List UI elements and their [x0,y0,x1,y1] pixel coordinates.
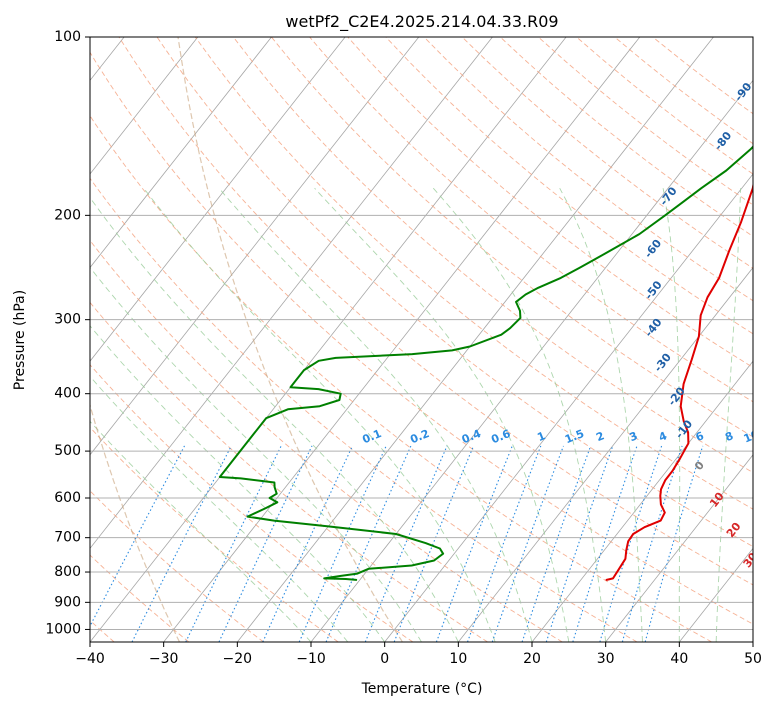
y-tick-label: 900 [54,594,81,610]
y-tick-label: 300 [54,312,81,328]
y-tick-label: 400 [54,386,81,402]
x-tick-label: 20 [523,651,541,667]
y-axis-label: Pressure (hPa) [12,290,28,390]
x-tick-label: 0 [380,651,389,667]
y-tick-label: 600 [54,490,81,506]
y-tick-label: 800 [54,564,81,580]
x-tick-label: −10 [296,651,326,667]
x-axis-label: Temperature (°C) [361,681,483,697]
y-tick-label: 100 [54,29,81,45]
x-tick-label: 40 [670,651,688,667]
y-tick-label: 700 [54,530,81,546]
x-tick-label: −40 [75,651,105,667]
x-tick-label: 30 [597,651,615,667]
x-tick-label: −20 [223,651,253,667]
chart-title: wetPf2_C2E4.2025.214.04.33.R09 [285,12,558,32]
y-tick-label: 1000 [45,621,81,637]
x-tick-label: −30 [149,651,179,667]
y-tick-label: 200 [54,207,81,223]
x-tick-label: 10 [449,651,467,667]
y-tick-label: 500 [54,443,81,459]
x-tick-label: 50 [744,651,762,667]
